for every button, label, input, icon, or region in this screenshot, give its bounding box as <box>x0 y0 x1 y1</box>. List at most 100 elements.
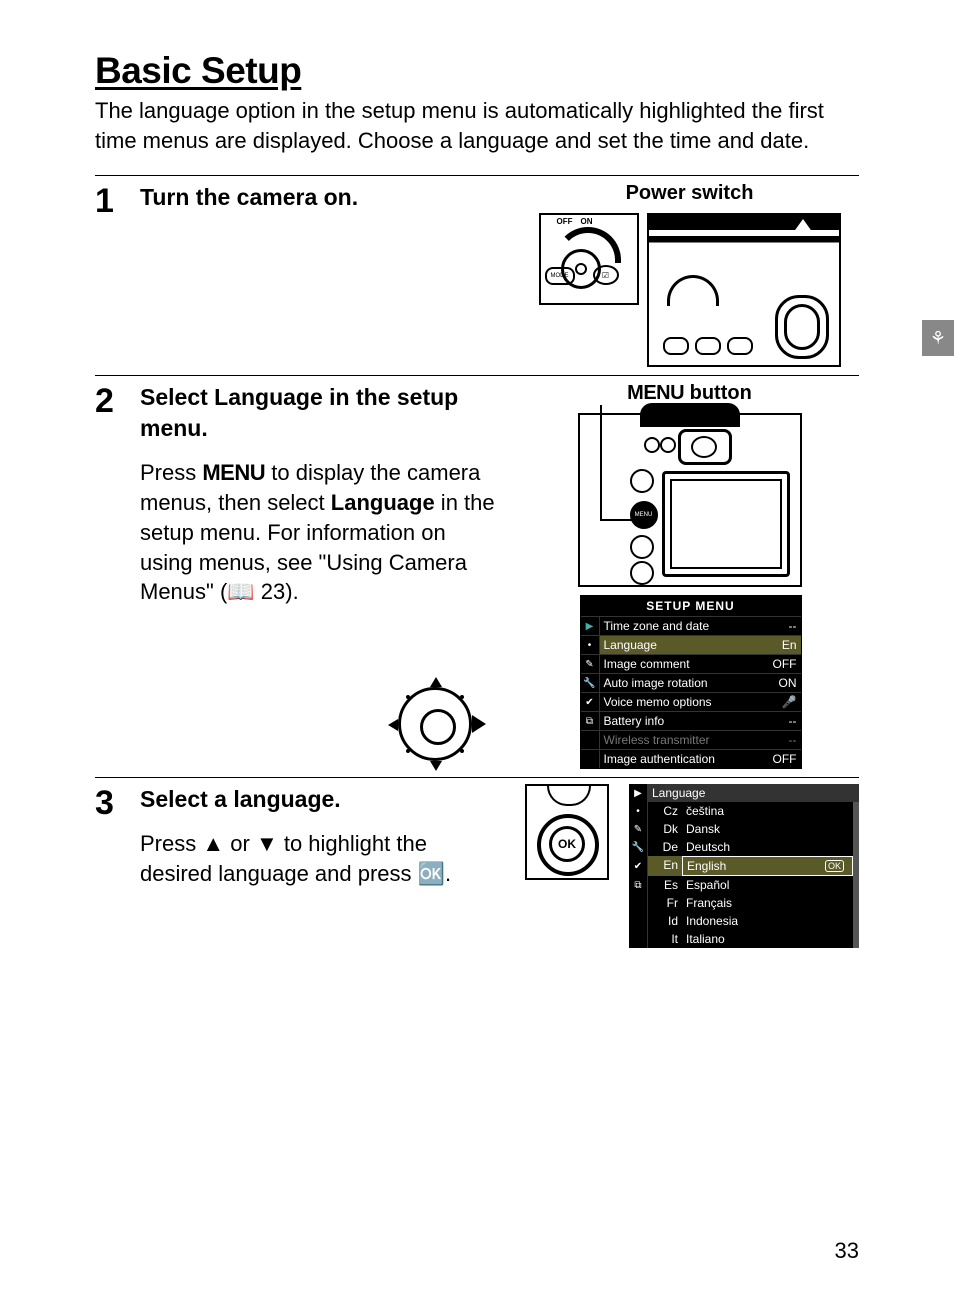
setup-menu-row: Image authenticationOFF <box>581 749 801 768</box>
menu-tab-icon: ▶ <box>581 617 600 635</box>
step-3: 3 Select a language. Press ▲ or ▼ to hig… <box>95 784 859 948</box>
language-row: FrFrançais <box>629 894 853 912</box>
step-number: 3 <box>95 784 140 820</box>
power-switch-closeup-diagram: OFF ON MODE ☑ <box>539 213 639 305</box>
language-code: Id <box>648 912 682 930</box>
menu-tab-icon: ⧉ <box>581 712 600 730</box>
setup-menu-label: Language <box>600 636 763 654</box>
language-code: De <box>648 838 682 856</box>
step-3-body: Press ▲ or ▼ to highlight the desired la… <box>140 829 500 888</box>
setup-menu-label: Image authentication <box>600 750 763 768</box>
language-code: Cz <box>648 802 682 820</box>
step-1: 1 Turn the camera on. Power switch OFF O… <box>95 182 859 367</box>
off-label: OFF <box>557 217 573 226</box>
language-code: Es <box>648 876 682 894</box>
setup-menu-value: En <box>763 636 801 654</box>
page-number: 33 <box>835 1238 859 1264</box>
ok-button-diagram: OK <box>525 784 609 880</box>
language-row: ⧉EsEspañol <box>629 876 853 894</box>
language-row: ✔EnEnglishOK <box>629 856 853 876</box>
menu-tab-icon: • <box>581 636 600 654</box>
step-2-title: Select Language in the setup menu. <box>140 382 500 444</box>
setup-menu-label: Wireless transmitter <box>600 731 763 749</box>
step-number: 1 <box>95 182 140 218</box>
setup-menu-value: OFF <box>763 750 801 768</box>
language-row: •Czčeština <box>629 802 853 820</box>
menu-tab-icon: ✔ <box>629 856 648 876</box>
language-name: EnglishOK <box>682 856 853 876</box>
menu-tab-icon: ✎ <box>581 655 600 673</box>
language-row: ✎DkDansk <box>629 820 853 838</box>
ok-badge: OK <box>825 860 844 872</box>
multi-selector-diagram <box>390 679 480 769</box>
language-code: En <box>648 856 682 876</box>
menu-tab-icon: ⧉ <box>629 876 648 894</box>
menu-tab-icon: ✎ <box>629 820 648 838</box>
step-2: 2 Select Language in the setup menu. Pre… <box>95 382 859 769</box>
page-title: Basic Setup <box>95 50 859 92</box>
language-menu-screenshot: ▶ Language •Czčeština✎DkDansk🔧DeDeutsch✔… <box>629 784 859 948</box>
menu-tab-icon: 🔧 <box>629 838 648 856</box>
language-name: Dansk <box>682 820 853 838</box>
setup-menu-value: 🎤 <box>763 693 801 711</box>
setup-menu-label: Voice memo options <box>600 693 763 711</box>
step-2-body: Press MENU to display the camera menus, … <box>140 458 500 606</box>
menu-tab-icon <box>581 750 600 768</box>
language-name: Indonesia <box>682 912 853 930</box>
language-row: ItItaliano <box>629 930 853 948</box>
language-row: 🔧DeDeutsch <box>629 838 853 856</box>
setup-menu-label: Battery info <box>600 712 763 730</box>
separator <box>95 777 859 778</box>
menu-button-label: MENU button <box>627 382 752 405</box>
setup-menu-screenshot: SETUP MENU ▶Time zone and date--•Languag… <box>580 595 802 769</box>
setup-menu-row: ✎Image commentOFF <box>581 654 801 673</box>
camera-top-diagram <box>647 213 841 367</box>
language-row: IdIndonesia <box>629 912 853 930</box>
menu-tab-icon <box>629 894 648 912</box>
step-1-title: Turn the camera on. <box>140 182 500 213</box>
menu-button-icon: MENU <box>630 501 658 529</box>
step-number: 2 <box>95 382 140 418</box>
language-name: Italiano <box>682 930 853 948</box>
language-menu-header: Language <box>648 784 859 802</box>
on-label: ON <box>581 217 593 226</box>
separator <box>95 375 859 376</box>
language-name: Français <box>682 894 853 912</box>
setup-menu-value: -- <box>763 712 801 730</box>
mode-label: MODE <box>545 267 575 285</box>
language-name: Deutsch <box>682 838 853 856</box>
setup-menu-row: ⧉Battery info-- <box>581 711 801 730</box>
play-icon: ▶ <box>629 784 648 802</box>
menu-tab-icon <box>629 930 648 948</box>
language-code: Fr <box>648 894 682 912</box>
scrollbar <box>853 802 859 948</box>
menu-tab-icon <box>629 912 648 930</box>
language-name: čeština <box>682 802 853 820</box>
setup-menu-row: 🔧Auto image rotationON <box>581 673 801 692</box>
step-3-title: Select a language. <box>140 784 500 815</box>
setup-menu-label: Time zone and date <box>600 617 763 635</box>
language-name: Español <box>682 876 853 894</box>
intro-text: The language option in the setup menu is… <box>95 96 859 155</box>
setup-menu-label: Auto image rotation <box>600 674 763 692</box>
setup-menu-value: -- <box>763 617 801 635</box>
setup-menu-value: ON <box>763 674 801 692</box>
setup-menu-value: OFF <box>763 655 801 673</box>
chapter-tab-icon: ⚘ <box>922 320 954 356</box>
setup-menu-row: ▶Time zone and date-- <box>581 616 801 635</box>
setup-menu-row: •LanguageEn <box>581 635 801 654</box>
menu-tab-icon: 🔧 <box>581 674 600 692</box>
power-switch-label: Power switch <box>626 182 754 205</box>
language-code: Dk <box>648 820 682 838</box>
ev-icon: ☑ <box>593 265 619 285</box>
setup-menu-label: Image comment <box>600 655 763 673</box>
setup-menu-value: -- <box>763 731 801 749</box>
menu-tab-icon: • <box>629 802 648 820</box>
setup-menu-row: Wireless transmitter-- <box>581 730 801 749</box>
setup-menu-header: SETUP MENU <box>581 596 801 616</box>
setup-menu-row: ✔Voice memo options🎤 <box>581 692 801 711</box>
camera-back-diagram: MENU <box>578 413 802 587</box>
menu-tab-icon <box>581 731 600 749</box>
separator <box>95 175 859 176</box>
language-code: It <box>648 930 682 948</box>
